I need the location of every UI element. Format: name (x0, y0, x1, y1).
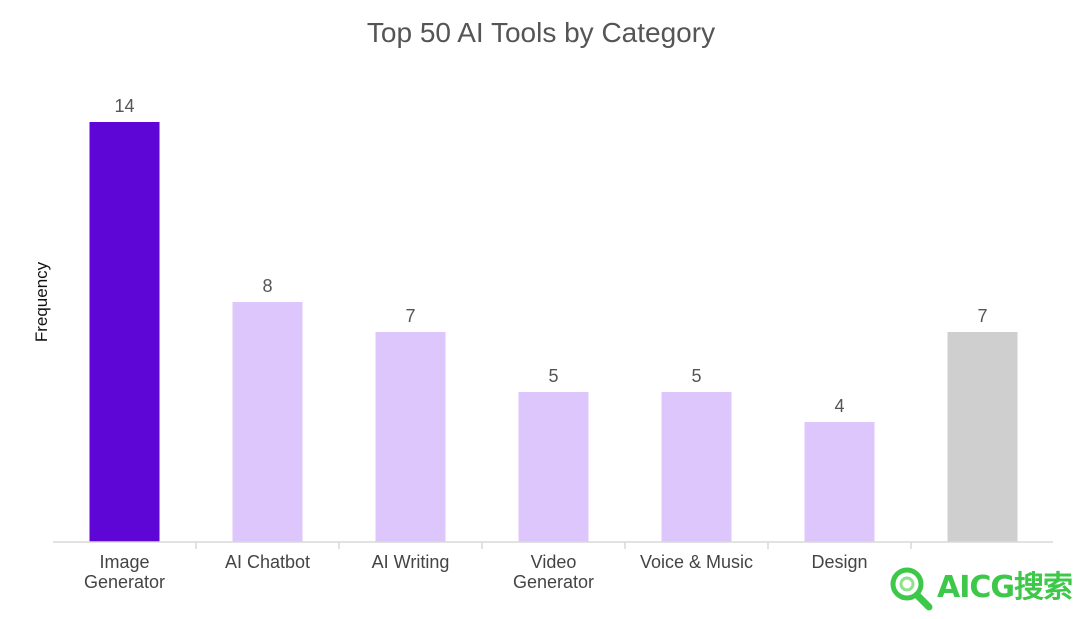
bar-2 (375, 332, 446, 542)
x-tick-label-1: AI Chatbot (225, 552, 310, 572)
x-tick-label-0: Image Generator (84, 552, 165, 592)
bar-5 (804, 422, 875, 542)
bar-0 (89, 122, 160, 542)
x-tick-label-3: Video Generator (513, 552, 594, 592)
plot-area: 14 Image Generator 8 AI Chatbot 7 AI Writing 5 V… (84, 96, 1018, 592)
bar-4 (661, 392, 732, 542)
y-axis-label: Frequency (32, 261, 51, 342)
value-label-4: 5 (691, 366, 701, 386)
x-tick-label-2: AI Writing (372, 552, 450, 572)
magnifier-icon (890, 567, 933, 611)
watermark-text: AICG搜索 (937, 570, 1072, 605)
x-tick-label-5: Design (811, 552, 867, 572)
bar-1 (232, 302, 303, 542)
value-label-0: 14 (114, 96, 134, 116)
value-label-3: 5 (548, 366, 558, 386)
x-tick-label-4: Voice & Music (640, 552, 753, 572)
bar-6 (947, 332, 1018, 542)
value-label-1: 8 (262, 276, 272, 296)
watermark: AICG搜索 (890, 567, 1073, 611)
value-label-6: 7 (977, 306, 987, 326)
bar-3 (518, 392, 589, 542)
value-label-5: 4 (834, 396, 844, 416)
value-label-2: 7 (405, 306, 415, 326)
chart-title: Top 50 AI Tools by Category (367, 17, 715, 48)
